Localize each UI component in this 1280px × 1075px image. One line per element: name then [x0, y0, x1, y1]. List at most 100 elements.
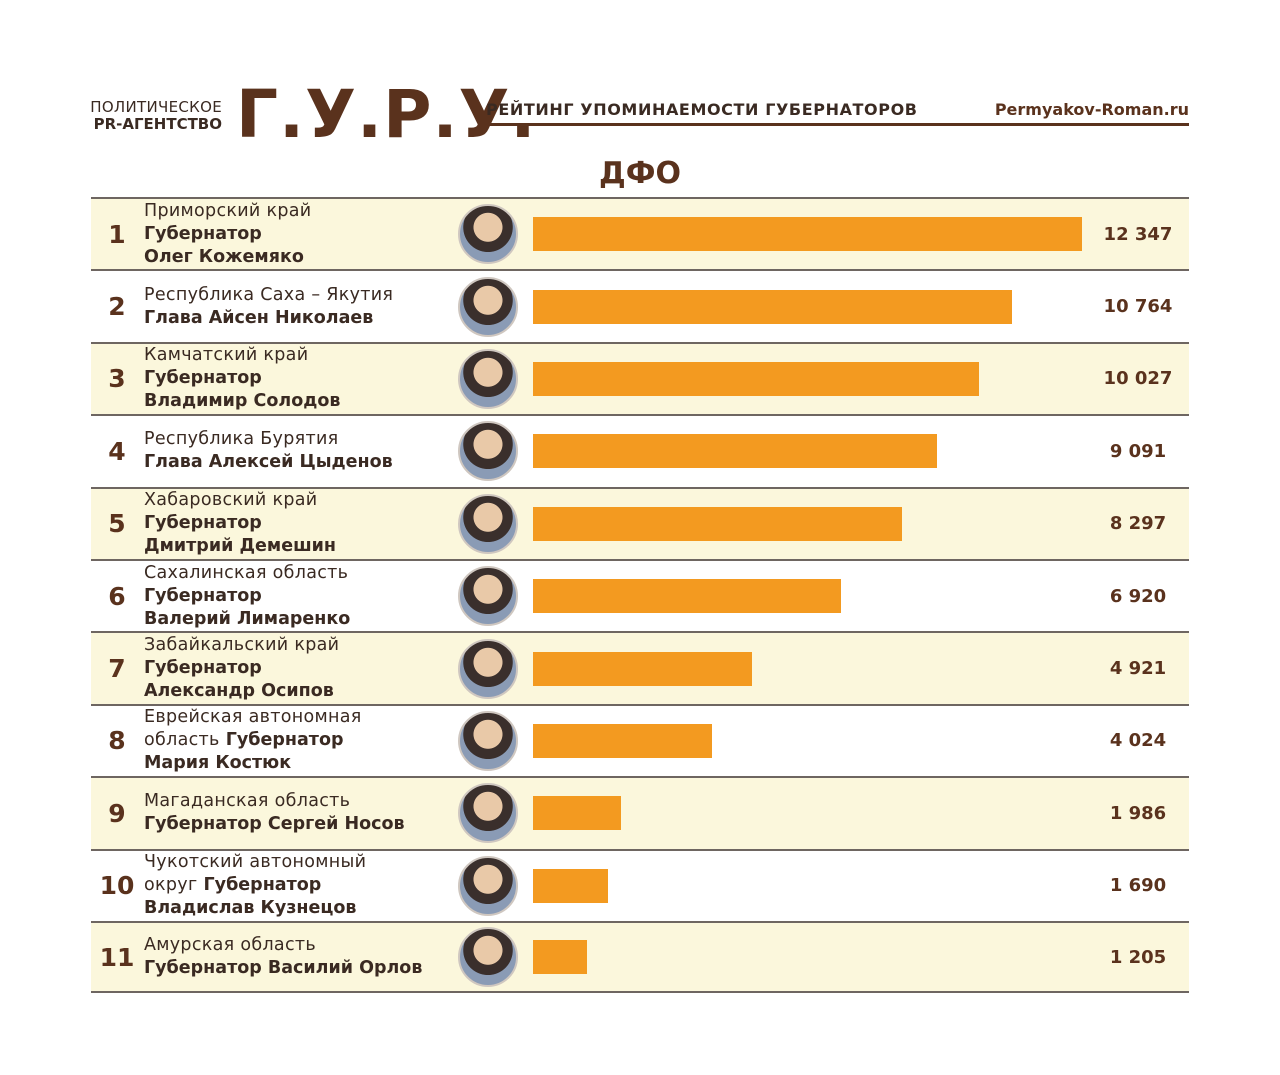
- bar: [533, 796, 622, 831]
- header: ПОЛИТИЧЕСКОЕ PR-АГЕНТСТВО Г.У.Р.У. РЕЙТИ…: [0, 0, 1280, 150]
- value-label: 9 091: [1109, 440, 1167, 462]
- governor-label: Приморский край Губернатор Олег Кожемяко: [144, 199, 454, 269]
- value-label: 10 027: [1103, 368, 1173, 390]
- label-text: Магаданская область: [144, 791, 351, 812]
- agency-line1: ПОЛИТИЧЕСКОЕ: [90, 98, 222, 116]
- label-text: Глава Айсен Николаев: [144, 307, 374, 328]
- label-line: Забайкальский край: [144, 634, 454, 657]
- governor-label: Сахалинская область Губернатор Валерий Лим…: [144, 561, 454, 631]
- label-text: Губернатор: [144, 368, 262, 389]
- label-line: Губернатор: [144, 367, 454, 390]
- label-text: округ: [144, 875, 198, 896]
- bar: [533, 868, 609, 903]
- governor-label: Камчатский край Губернатор Владимир Солодо…: [144, 344, 454, 414]
- table-row: 4 Республика Бурятия Глава Алексей Цыденов…: [91, 414, 1189, 486]
- label-line: Александр Осипов: [144, 680, 454, 703]
- label-text: Республика Бурятия: [144, 429, 339, 450]
- label-line: Магаданская область: [144, 790, 454, 813]
- governor-label: Республика Саха – Якутия Глава Айсен Нико…: [144, 271, 454, 341]
- table-row: 3 Камчатский край Губернатор Владимир Солод…: [91, 341, 1189, 415]
- governor-label: Хабаровский край Губернатор Дмитрий Демеши…: [144, 489, 454, 559]
- label-text: Республика Саха – Якутия: [144, 284, 394, 305]
- governor-label: Чукотский автономный округ Губернатор Влад…: [144, 851, 454, 921]
- bar: [533, 579, 841, 614]
- label-text: область: [144, 730, 220, 751]
- label-text: Александр Осипов: [144, 681, 334, 702]
- governor-portrait-icon: [458, 783, 518, 844]
- label-text: Губернатор: [144, 223, 262, 244]
- label-text: Губернатор: [144, 658, 262, 679]
- rank-number: 9: [108, 798, 126, 828]
- label-line: Губернатор Сергей Носов: [144, 813, 454, 836]
- table-row: 1 Приморский край Губернатор Олег Кожемяко 1…: [91, 197, 1189, 270]
- governor-portrait-icon: [458, 638, 518, 699]
- governor-label: Магаданская область Губернатор Сергей Нос…: [144, 778, 454, 848]
- bar: [533, 940, 587, 975]
- label-line: Губернатор: [144, 223, 454, 246]
- governor-label: Амурская область Губернатор Василий Орлов: [144, 923, 454, 991]
- label-line: Губернатор: [144, 585, 454, 608]
- value-label: 1 205: [1109, 946, 1167, 968]
- bar: [533, 723, 712, 758]
- table-row: 7 Забайкальский край Губернатор Александр О…: [91, 631, 1189, 704]
- value-label: 6 920: [1109, 585, 1167, 607]
- label-text: Чукотский автономный: [144, 852, 367, 873]
- bar: [533, 217, 1082, 252]
- governor-portrait-icon: [458, 421, 518, 482]
- table-row: 2 Республика Саха – Якутия Глава Айсен Ник…: [91, 269, 1189, 341]
- rating-subtitle: РЕЙТИНГ УПОМИНАЕМОСТИ ГУБЕРНАТОРОВ: [486, 100, 918, 119]
- label-line: Амурская область: [144, 934, 454, 957]
- label-line: Глава Айсен Николаев: [144, 307, 454, 330]
- label-line: Губернатор: [144, 657, 454, 680]
- label-text: Губернатор Василий Орлов: [144, 958, 423, 979]
- label-line: Олег Кожемяко: [144, 246, 454, 269]
- value-label: 4 024: [1109, 730, 1167, 752]
- value-label: 8 297: [1109, 513, 1167, 535]
- header-divider: [486, 123, 1189, 126]
- bar: [533, 361, 979, 396]
- label-text: Приморский край: [144, 200, 312, 221]
- label-line: Владислав Кузнецов: [144, 897, 454, 920]
- label-line: округ Губернатор: [144, 874, 454, 897]
- label-text: Дмитрий Демешин: [144, 536, 337, 557]
- rank-number: 6: [108, 581, 126, 611]
- governor-label: Республика Бурятия Глава Алексей Цыденов: [144, 416, 454, 486]
- label-line: Приморский край: [144, 200, 454, 223]
- rank-number: 10: [99, 871, 135, 901]
- label-text: Владислав Кузнецов: [144, 898, 357, 919]
- label-line: Владимир Солодов: [144, 390, 454, 413]
- table-row: 10 Чукотский автономный округ Губернатор Вл…: [91, 848, 1189, 921]
- governor-portrait-icon: [458, 348, 518, 409]
- label-text: Сахалинская область: [144, 562, 349, 583]
- label-text-bold: Губернатор: [197, 875, 322, 896]
- label-line: Губернатор Василий Орлов: [144, 957, 454, 980]
- label-line: Хабаровский край: [144, 489, 454, 512]
- rank-number: 8: [108, 726, 126, 756]
- label-text: Камчатский край: [144, 345, 309, 366]
- chart-title: ДФО: [599, 156, 681, 191]
- governor-portrait-icon: [458, 927, 518, 988]
- agency-line2: PR-АГЕНТСТВО: [93, 115, 222, 133]
- governor-portrait-icon: [458, 710, 518, 771]
- rank-number: 4: [108, 436, 126, 466]
- label-line: Глава Алексей Цыденов: [144, 451, 454, 474]
- logo: Г.У.Р.У.: [236, 76, 537, 153]
- bar: [533, 289, 1012, 324]
- rank-number: 3: [108, 364, 126, 394]
- rank-number: 2: [108, 292, 126, 322]
- bar: [533, 434, 938, 469]
- label-line: Чукотский автономный: [144, 851, 454, 874]
- value-label: 10 764: [1103, 296, 1173, 318]
- label-text: Олег Кожемяко: [144, 246, 304, 267]
- label-line: Мария Костюк: [144, 752, 454, 775]
- governor-label: Еврейская автономная область Губернатор Ма…: [144, 706, 454, 776]
- label-line: Республика Бурятия: [144, 428, 454, 451]
- value-label: 12 347: [1103, 223, 1173, 245]
- label-line: Республика Саха – Якутия: [144, 284, 454, 307]
- governor-portrait-icon: [458, 566, 518, 627]
- label-text: Мария Костюк: [144, 753, 292, 774]
- label-text: Владимир Солодов: [144, 391, 341, 412]
- label-text: Валерий Лимаренко: [144, 608, 351, 629]
- label-line: Сахалинская область: [144, 562, 454, 585]
- value-label: 1 986: [1109, 802, 1167, 824]
